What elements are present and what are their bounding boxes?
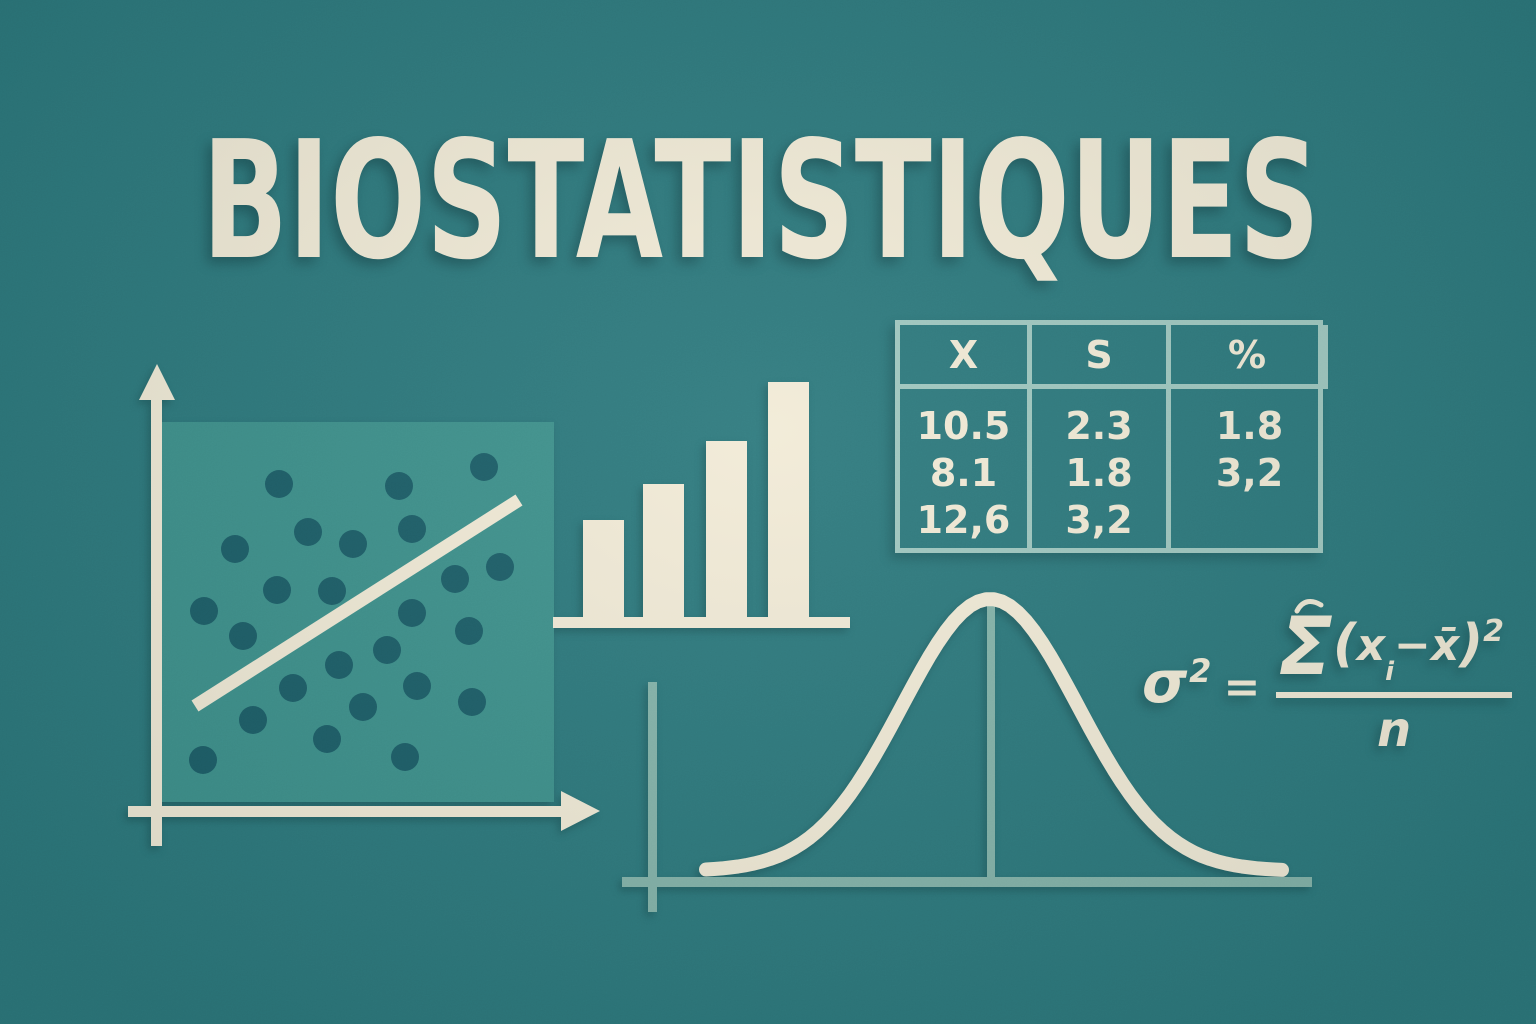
stats-table: X S % 10.5 8.1 12,6 2.3 1.8 3,2 1.8 3,2 (895, 320, 1328, 553)
table-value: 1.8 (1065, 451, 1133, 495)
table-col-pct: 1.8 3,2 (1171, 389, 1328, 548)
sum-wrap: Σ (1278, 599, 1333, 693)
sigma-exponent: 2 (1189, 652, 1212, 690)
bar-chart (553, 382, 850, 628)
table-header-x: X (900, 325, 1032, 389)
trend-line (191, 494, 523, 712)
scatter-point (294, 518, 322, 546)
table-value: 2.3 (1065, 404, 1133, 448)
scatter-panel (162, 422, 554, 802)
scatter-point (403, 672, 431, 700)
scatter-point (339, 530, 367, 558)
scatter-points (189, 453, 514, 774)
scatter-point (391, 743, 419, 771)
bar-baseline (553, 617, 850, 628)
bar (768, 382, 809, 617)
scatter-plot (128, 364, 600, 846)
bell-x-axis (622, 877, 1312, 887)
formula-lhs: σ 2 = (1142, 648, 1270, 716)
scatter-point (221, 535, 249, 563)
bell-curve (699, 592, 1289, 877)
table-header-s: S (1032, 325, 1171, 389)
table-value: 3,2 (1065, 498, 1133, 542)
scatter-point (349, 693, 377, 721)
scatter-point (470, 453, 498, 481)
table-value: 1.8 (1215, 404, 1284, 448)
numerator: Σ ( xi − x̄ ) 2 (1276, 599, 1512, 698)
bar (643, 484, 684, 617)
page-title: BIOSTATISTIQUES (202, 118, 1320, 296)
normal-distribution (622, 592, 1312, 912)
equals-sign: = (1223, 662, 1261, 713)
open-paren: ( (1332, 614, 1357, 674)
scatter-y-axis (151, 396, 162, 846)
scatter-point (279, 674, 307, 702)
scatter-x-axis (128, 806, 564, 817)
x-bar: x̄ (1430, 620, 1460, 671)
x-i: xi (1356, 620, 1395, 687)
i-subscript: i (1385, 656, 1395, 687)
scatter-point (455, 617, 483, 645)
scatter-point (441, 565, 469, 593)
scatter-point (318, 577, 346, 605)
variance-formula: σ 2 = Σ ( xi − x̄ ) 2 n (1142, 599, 1512, 758)
scatter-point (189, 746, 217, 774)
table-value: 3,2 (1215, 451, 1284, 495)
table-header-pct: % (1171, 325, 1328, 389)
scatter-x-arrow-icon (561, 791, 600, 831)
scatter-point (265, 470, 293, 498)
denominator: n (1377, 701, 1412, 758)
table-col-x: 10.5 8.1 12,6 (900, 389, 1032, 548)
sigma-symbol: σ (1142, 648, 1188, 716)
scatter-point (190, 597, 218, 625)
table-col-s: 2.3 1.8 3,2 (1032, 389, 1171, 548)
scatter-point (398, 599, 426, 627)
scatter-point (325, 651, 353, 679)
table-value: 8.1 (929, 451, 998, 495)
fraction: Σ ( xi − x̄ ) 2 n (1276, 599, 1512, 758)
title-banner: BIOSTATISTIQUES (202, 118, 1320, 296)
scatter-point (313, 725, 341, 753)
scatter-point (239, 706, 267, 734)
mean-line (987, 606, 995, 883)
sum-flourish-icon (1294, 599, 1324, 614)
bell-y-axis (648, 682, 657, 912)
scatter-y-arrow-icon (139, 364, 175, 400)
sum-symbol: Σ (1278, 600, 1333, 693)
square-exponent: 2 (1483, 614, 1504, 649)
scatter-point (458, 688, 486, 716)
scatter-point (385, 472, 413, 500)
scatter-point (229, 622, 257, 650)
scatter-point (486, 553, 514, 581)
close-paren: ) (1459, 614, 1484, 674)
scatter-point (398, 515, 426, 543)
bar (706, 441, 747, 617)
table-value: 10.5 (916, 404, 1011, 448)
table-value: 12,6 (916, 498, 1011, 542)
bars-group (583, 382, 809, 617)
minus-sign: − (1394, 620, 1431, 671)
bar (583, 520, 624, 617)
scatter-point (263, 576, 291, 604)
scatter-point (373, 636, 401, 664)
